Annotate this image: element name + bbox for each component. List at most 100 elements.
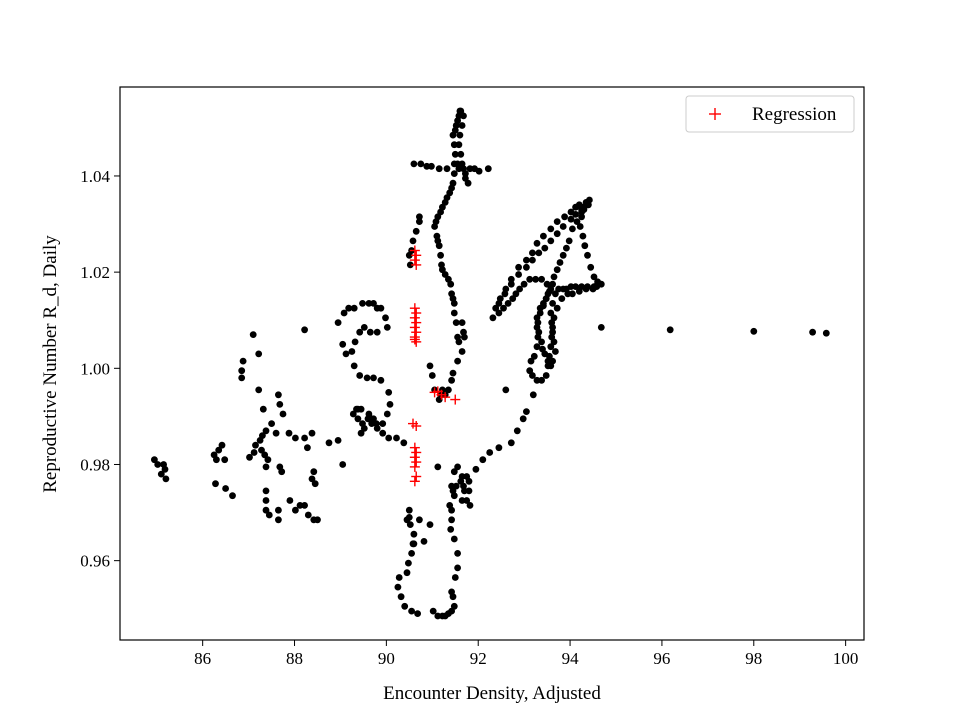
data-point	[523, 263, 530, 271]
data-point	[532, 275, 539, 283]
regression-point	[411, 317, 422, 328]
data-point	[548, 319, 556, 326]
data-point	[417, 160, 425, 168]
data-point	[450, 535, 458, 543]
data-point	[457, 150, 465, 158]
data-point	[567, 215, 575, 223]
x-tick-label: 92	[470, 649, 487, 668]
y-tick-label: 0.98	[80, 455, 110, 474]
data-point	[278, 468, 286, 476]
data-point	[416, 218, 423, 226]
data-point	[550, 273, 558, 281]
data-point	[370, 374, 377, 382]
data-point	[529, 249, 536, 257]
data-point	[573, 218, 581, 226]
data-point	[495, 309, 503, 317]
data-point	[403, 516, 411, 524]
data-point	[348, 348, 356, 355]
data-point	[276, 401, 284, 408]
data-point	[268, 420, 275, 427]
data-point	[359, 420, 366, 427]
regression-point	[409, 322, 420, 333]
data-point	[535, 249, 543, 257]
data-point	[563, 244, 570, 252]
data-point	[809, 328, 816, 336]
data-point	[213, 456, 220, 464]
data-point	[549, 300, 556, 307]
data-point	[161, 465, 169, 473]
data-point	[448, 482, 455, 490]
data-point	[543, 280, 551, 288]
data-point	[538, 338, 545, 346]
data-point	[542, 295, 550, 302]
data-point	[279, 410, 287, 418]
regression-point	[411, 447, 422, 458]
data-point	[553, 218, 561, 226]
data-point	[455, 141, 463, 149]
data-point	[502, 285, 510, 293]
data-point	[429, 607, 437, 615]
regression-point	[411, 327, 422, 338]
data-point	[504, 300, 512, 307]
data-point	[304, 444, 311, 452]
data-point	[420, 538, 428, 545]
regression-point	[411, 471, 422, 482]
data-point	[334, 319, 342, 326]
x-tick-label: 86	[194, 649, 211, 668]
data-point	[426, 521, 434, 528]
data-point	[479, 456, 487, 464]
data-point	[523, 408, 530, 415]
data-point	[559, 251, 567, 259]
data-point	[519, 415, 527, 423]
data-point	[357, 429, 365, 437]
data-point	[553, 304, 561, 312]
data-point	[385, 389, 393, 396]
legend-label-regression: Regression	[752, 104, 837, 125]
data-point	[373, 425, 381, 432]
data-point	[382, 314, 389, 322]
data-point	[450, 492, 458, 500]
data-point	[450, 160, 458, 168]
data-point	[373, 328, 381, 336]
regression-point	[411, 336, 422, 347]
data-point	[575, 288, 583, 295]
data-point	[249, 331, 257, 338]
data-point	[443, 165, 451, 173]
data-point	[229, 492, 236, 500]
data-point	[541, 244, 549, 252]
data-point	[587, 263, 595, 271]
data-point	[409, 237, 417, 245]
legend-box	[685, 95, 855, 133]
data-point	[400, 439, 408, 447]
data-point	[157, 470, 165, 478]
data-point	[428, 372, 436, 379]
data-point	[523, 256, 530, 264]
data-point	[222, 485, 230, 492]
data-point	[538, 275, 545, 283]
data-point	[450, 170, 458, 178]
data-point	[547, 309, 555, 317]
data-point	[454, 357, 461, 365]
data-point	[437, 251, 444, 259]
data-point	[426, 362, 434, 370]
data-point	[512, 290, 520, 298]
data-point	[582, 285, 590, 293]
data-point	[462, 175, 469, 182]
data-point	[360, 324, 368, 331]
data-point	[515, 271, 522, 278]
data-point	[259, 405, 267, 413]
data-point	[428, 162, 435, 170]
data-point	[446, 502, 454, 509]
data-point	[553, 266, 561, 274]
data-point	[356, 372, 364, 379]
data-point	[558, 295, 566, 302]
data-point	[550, 338, 558, 346]
data-point	[507, 280, 515, 288]
data-point	[559, 223, 567, 230]
data-point	[475, 167, 483, 175]
data-point	[515, 263, 522, 271]
data-point	[292, 434, 299, 442]
data-point	[549, 328, 556, 336]
y-axis-label: Reproductive Number R_d, Daily	[40, 235, 61, 493]
